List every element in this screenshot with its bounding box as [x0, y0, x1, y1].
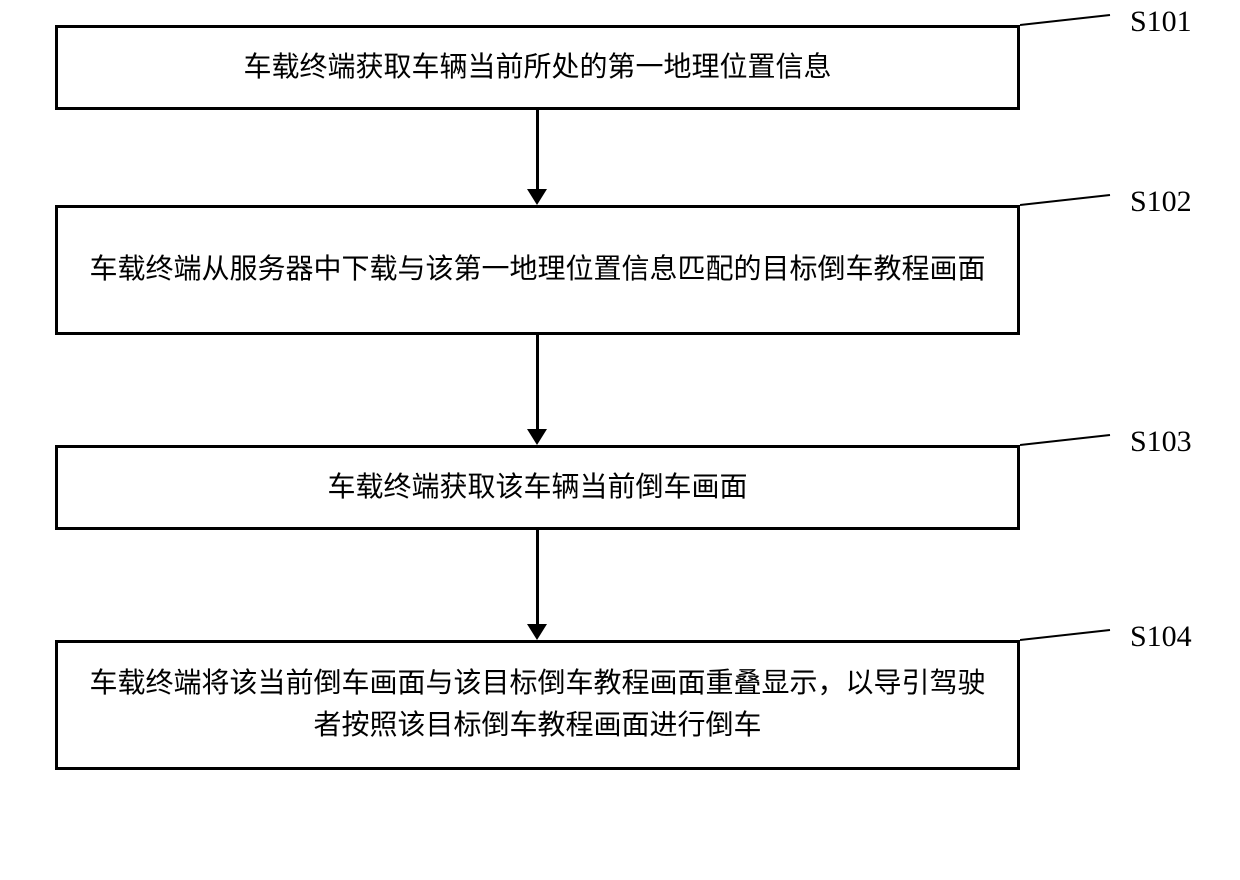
flowchart-box-1: 车载终端获取车辆当前所处的第一地理位置信息 — [55, 25, 1020, 110]
step-label-4: S104 — [1130, 620, 1192, 654]
arrow-1 — [536, 110, 539, 189]
flowchart-box-2: 车载终端从服务器中下载与该第一地理位置信息匹配的目标倒车教程画面 — [55, 205, 1020, 335]
flowchart-box-3: 车载终端获取该车辆当前倒车画面 — [55, 445, 1020, 530]
label-connector-3 — [1020, 430, 1130, 470]
box-4-text: 车载终端将该当前倒车画面与该目标倒车教程画面重叠显示，以导引驾驶者按照该目标倒车… — [78, 663, 997, 747]
flowchart-box-4: 车载终端将该当前倒车画面与该目标倒车教程画面重叠显示，以导引驾驶者按照该目标倒车… — [55, 640, 1020, 770]
label-connector-4 — [1020, 625, 1130, 665]
step-label-3: S103 — [1130, 425, 1192, 459]
arrowhead-1 — [527, 189, 547, 205]
step-label-1: S101 — [1130, 5, 1192, 39]
box-3-text: 车载终端获取该车辆当前倒车画面 — [327, 467, 747, 509]
step-label-2: S102 — [1130, 185, 1192, 219]
arrowhead-3 — [527, 624, 547, 640]
arrow-2 — [536, 335, 539, 429]
arrow-3 — [536, 530, 539, 624]
box-2-text: 车载终端从服务器中下载与该第一地理位置信息匹配的目标倒车教程画面 — [89, 249, 985, 291]
arrowhead-2 — [527, 429, 547, 445]
label-connector-2 — [1020, 190, 1130, 230]
box-1-text: 车载终端获取车辆当前所处的第一地理位置信息 — [243, 47, 831, 89]
label-connector-1 — [1020, 10, 1130, 50]
flowchart-container: 车载终端获取车辆当前所处的第一地理位置信息 S101 车载终端从服务器中下载与该… — [0, 0, 1240, 880]
